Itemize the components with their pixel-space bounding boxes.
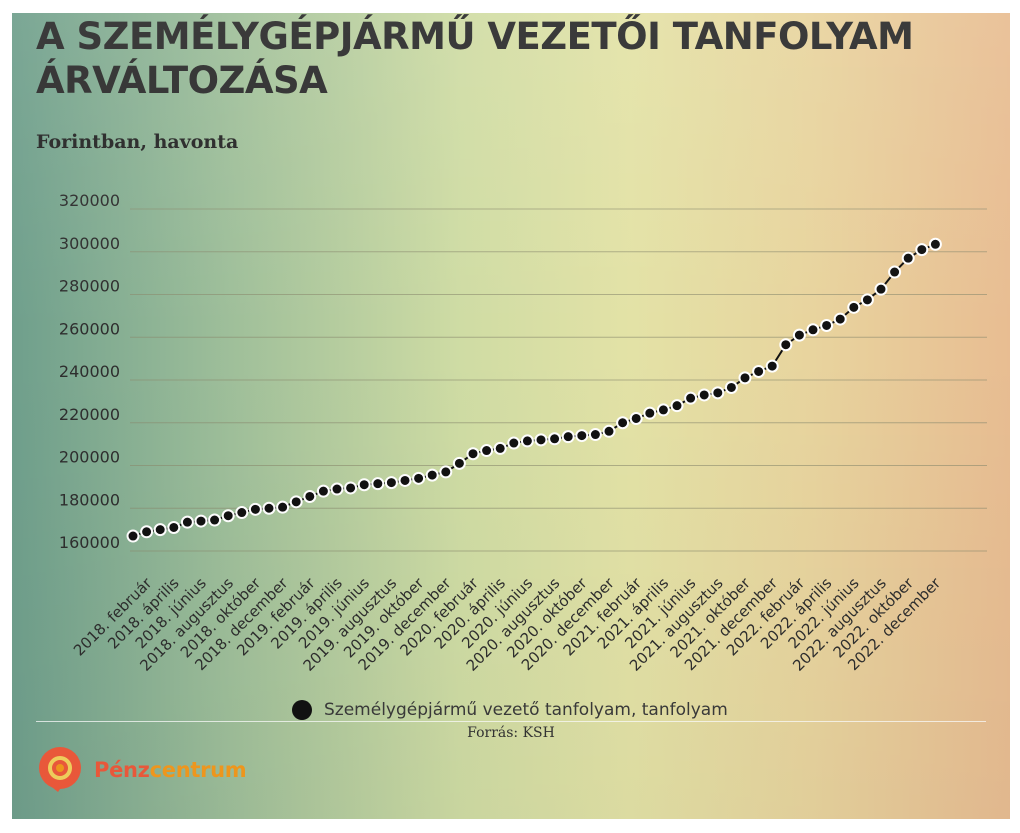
data-point xyxy=(140,525,154,539)
data-point xyxy=(915,243,929,257)
y-tick-label: 220000 xyxy=(59,405,120,424)
data-point xyxy=(670,399,684,413)
y-tick-label: 160000 xyxy=(59,533,120,552)
data-point xyxy=(153,523,167,537)
data-point xyxy=(303,489,317,503)
pin-logo-icon xyxy=(39,747,81,792)
chart-title: A SZEMÉLYGÉPJÁRMŰ VEZETŐI TANFOLYAM ÁRVÁ… xyxy=(36,15,914,102)
brand-name-part1: Pénz xyxy=(94,758,150,782)
line-chart: 160000 180000 200000 220000 240000 260000 2800… xyxy=(59,191,987,675)
data-point xyxy=(425,468,439,482)
y-tick-label: 260000 xyxy=(59,319,120,338)
footer-divider xyxy=(36,721,986,722)
brand-logo: Pénzcentrum xyxy=(36,746,247,794)
y-tick-label: 320000 xyxy=(59,191,120,210)
data-point xyxy=(262,501,276,515)
data-point xyxy=(901,251,915,265)
data-point xyxy=(765,359,779,373)
y-tick-label: 200000 xyxy=(59,448,120,467)
data-point xyxy=(874,282,888,296)
data-point xyxy=(384,476,398,490)
data-point xyxy=(752,364,766,378)
data-point xyxy=(248,502,262,516)
data-point xyxy=(235,506,249,520)
data-point xyxy=(888,265,902,279)
data-point xyxy=(330,482,344,496)
data-point xyxy=(439,465,453,479)
data-point xyxy=(860,293,874,307)
data-point xyxy=(684,391,698,405)
legend[interactable]: Személygépjármű vezető tanfolyam, tanfol… xyxy=(292,699,728,721)
y-tick-label: 240000 xyxy=(59,362,120,381)
y-tick-label: 300000 xyxy=(59,234,120,253)
series-layer xyxy=(126,237,942,543)
data-point xyxy=(697,388,711,402)
data-point xyxy=(847,300,861,314)
data-point xyxy=(928,237,942,251)
legend-marker xyxy=(292,700,312,720)
data-point xyxy=(629,411,643,425)
data-point xyxy=(412,471,426,485)
chart-subtitle: Forintban, havonta xyxy=(36,131,239,153)
data-point xyxy=(221,509,235,523)
data-point xyxy=(779,338,793,352)
data-point xyxy=(398,473,412,487)
data-point xyxy=(548,432,562,446)
source-note: Forrás: KSH xyxy=(467,725,555,741)
data-point xyxy=(792,328,806,342)
y-axis-tick-labels: 160000 180000 200000 220000 240000 260000 2800… xyxy=(59,191,120,552)
data-point xyxy=(534,433,548,447)
data-point xyxy=(833,312,847,326)
brand-name-part2: centrum xyxy=(149,758,247,782)
data-point xyxy=(806,323,820,337)
data-point xyxy=(575,429,589,443)
data-point xyxy=(344,481,358,495)
data-point xyxy=(820,318,834,332)
data-point xyxy=(167,520,181,534)
data-point xyxy=(643,406,657,420)
chart-card: A SZEMÉLYGÉPJÁRMŰ VEZETŐI TANFOLYAM ÁRVÁ… xyxy=(12,13,1010,819)
brand-name: Pénzcentrum xyxy=(94,758,247,782)
gridlines xyxy=(130,208,987,552)
data-point xyxy=(316,484,330,498)
data-point xyxy=(371,477,385,491)
data-point xyxy=(561,430,575,444)
data-point xyxy=(357,478,371,492)
data-point xyxy=(588,428,602,442)
data-point xyxy=(180,515,194,529)
data-point xyxy=(466,447,480,461)
data-point xyxy=(289,495,303,509)
data-point xyxy=(194,514,208,528)
data-point xyxy=(616,416,630,430)
legend-label: Személygépjármű vezető tanfolyam, tanfol… xyxy=(324,700,728,720)
data-point xyxy=(452,456,466,470)
data-point xyxy=(493,441,507,455)
data-point xyxy=(602,424,616,438)
data-point xyxy=(276,500,290,514)
data-point xyxy=(507,436,521,450)
data-point xyxy=(208,513,222,527)
data-point xyxy=(480,444,494,458)
series-line xyxy=(132,243,936,537)
y-tick-label: 180000 xyxy=(59,490,120,509)
data-point xyxy=(724,380,738,394)
data-point xyxy=(738,371,752,385)
data-point xyxy=(656,403,670,417)
data-point xyxy=(520,434,534,448)
data-point xyxy=(126,529,140,543)
data-point xyxy=(711,386,725,400)
y-tick-label: 280000 xyxy=(59,277,120,296)
